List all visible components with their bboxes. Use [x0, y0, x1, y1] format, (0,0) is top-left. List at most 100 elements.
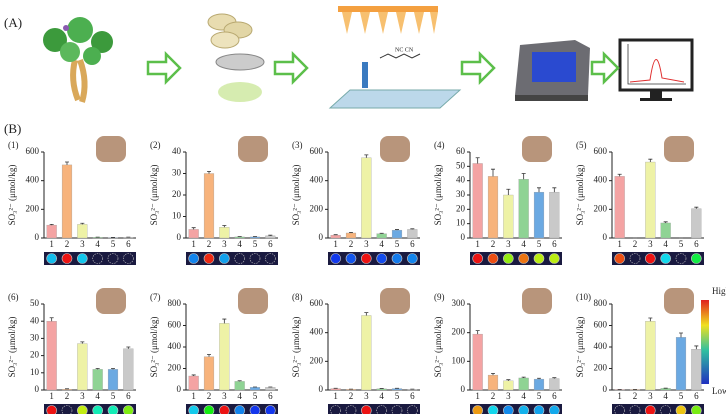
color-strip: [328, 404, 420, 414]
x-tick-label: 1: [49, 239, 54, 249]
bar: [503, 194, 514, 239]
bar: [533, 191, 545, 239]
color-strip: [44, 252, 136, 265]
x-tick-label: 1: [475, 391, 480, 401]
bar: [203, 173, 215, 239]
error-bar: [222, 318, 227, 324]
well-dot: [472, 253, 483, 264]
x-tick-label: 4: [237, 391, 242, 401]
y-axis-label: SO₃²⁻ (μmol/kg): [149, 165, 159, 226]
error-bar: [552, 187, 557, 193]
error-bar: [49, 317, 54, 322]
well-dot: [533, 405, 545, 414]
error-bar: [694, 345, 699, 350]
y-tick-label: 0: [603, 384, 608, 394]
bar: [188, 229, 199, 239]
x-tick-label: 4: [521, 239, 526, 249]
x-tick-label: 5: [395, 391, 400, 401]
y-tick-label: 0: [603, 232, 608, 242]
x-tick-label: 6: [126, 391, 131, 401]
y-tick-label: 300: [452, 298, 466, 308]
error-bar: [364, 154, 369, 158]
x-tick-label: 2: [491, 239, 496, 249]
y-axis-label: SO₃²⁻ (μmol/kg): [575, 165, 585, 226]
error-bar: [694, 206, 699, 209]
x-tick-label: 4: [663, 239, 668, 249]
y-axis-label: SO₃²⁻ (μmol/kg): [575, 317, 585, 378]
x-tick-label: 3: [80, 391, 85, 401]
error-bar: [491, 372, 495, 376]
y-tick-label: 40: [30, 315, 40, 325]
x-tick-label: 5: [111, 391, 116, 401]
colorbar: [701, 300, 709, 384]
error-bar: [679, 332, 683, 338]
well-dot: [345, 253, 357, 264]
bar: [219, 227, 230, 239]
y-axis-label: SO₃²⁻ (μmol/kg): [7, 165, 17, 226]
well-dot: [645, 253, 656, 264]
error-bar: [222, 225, 227, 228]
bar: [472, 163, 483, 239]
error-bar: [475, 157, 480, 164]
chart-title: (10): [576, 292, 591, 302]
y-tick-label: 400: [168, 341, 182, 351]
bar: [361, 315, 372, 391]
sample-photo: [664, 136, 694, 162]
bar: [188, 375, 199, 391]
panel-label: (B): [4, 121, 21, 136]
bar: [234, 236, 245, 239]
well-dot: [487, 405, 499, 414]
panel-label: (A): [4, 15, 22, 30]
well-dot: [518, 253, 529, 264]
bar: [391, 229, 403, 239]
chart-title: (4): [434, 140, 445, 150]
well-dot: [629, 405, 641, 414]
error-bar: [237, 380, 242, 382]
chart-title: (8): [292, 292, 303, 302]
error-bar: [207, 170, 211, 174]
x-tick-label: 3: [364, 391, 369, 401]
sample-photo: [664, 288, 694, 314]
x-tick-label: 1: [191, 239, 196, 249]
x-tick-label: 6: [410, 239, 415, 249]
x-tick-label: 6: [126, 239, 131, 249]
well-dot: [46, 253, 57, 264]
sample-photo: [522, 288, 552, 314]
x-tick-label: 5: [537, 239, 542, 249]
x-tick-label: 3: [648, 391, 653, 401]
x-tick-label: 5: [253, 391, 258, 401]
error-bar: [126, 346, 131, 349]
x-tick-label: 6: [410, 391, 415, 401]
well-dot: [46, 405, 57, 414]
well-dot: [503, 405, 514, 414]
well-dot: [407, 405, 418, 414]
bar: [675, 337, 687, 391]
y-tick-label: 400: [26, 175, 40, 185]
y-tick-label: 20: [456, 203, 466, 213]
error-bar: [506, 188, 511, 195]
plant-illustration: [43, 17, 113, 103]
y-tick-label: 10: [456, 218, 466, 228]
arrows: [146, 50, 620, 86]
well-dot: [92, 253, 103, 264]
error-bar: [49, 223, 54, 226]
well-dot: [533, 253, 545, 264]
error-bar: [80, 222, 85, 225]
x-tick-label: 1: [333, 391, 338, 401]
sample-photo: [96, 288, 126, 314]
well-dot: [345, 405, 357, 414]
bar: [203, 356, 215, 391]
x-tick-label: 2: [207, 391, 212, 401]
well-dot: [614, 253, 625, 264]
error-bar: [617, 173, 622, 177]
y-tick-label: 600: [594, 320, 608, 330]
error-bar: [537, 377, 541, 380]
bar: [265, 387, 276, 391]
y-tick-label: 20: [172, 189, 182, 199]
x-tick-label: 2: [633, 391, 638, 401]
bar: [234, 381, 245, 391]
y-tick-label: 400: [594, 175, 608, 185]
color-strip: [470, 252, 562, 265]
x-tick-label: 3: [364, 239, 369, 249]
well-dot: [614, 405, 625, 414]
